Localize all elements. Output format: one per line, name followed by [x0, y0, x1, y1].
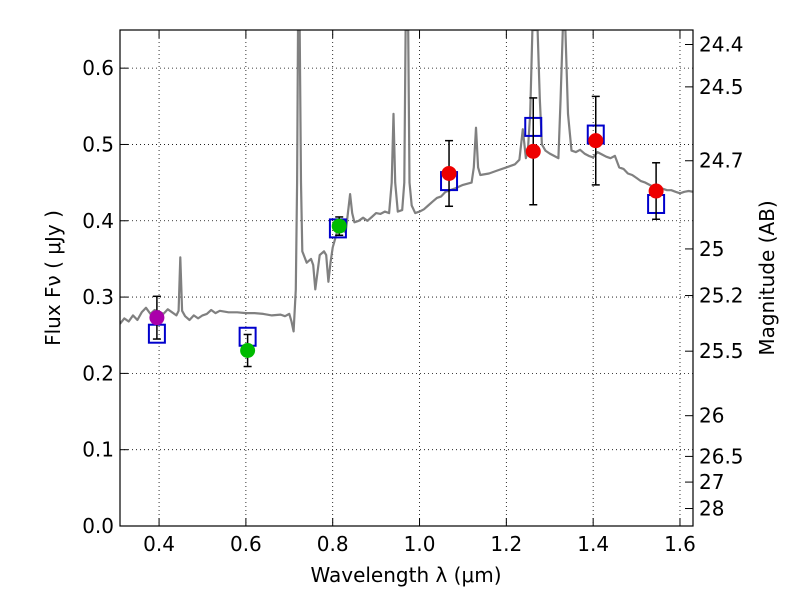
magnitude-tick-label: 27: [699, 470, 724, 494]
y-tick-labels: 0.0 0.1 0.2 0.3 0.4 0.5 0.6: [82, 56, 114, 538]
x-tick-label: 1.4: [577, 532, 609, 556]
x-tick-label: 0.8: [317, 532, 349, 556]
observed-photometry-point: [441, 165, 457, 181]
observed-photometry-point: [648, 183, 664, 199]
observed-photometry-point: [525, 143, 541, 159]
y-tick-label: 0.2: [82, 361, 114, 385]
y-tick-label: 0.6: [82, 56, 114, 80]
y-tick-label: 0.3: [82, 285, 114, 309]
magnitude-tick-labels: 24.4 24.5 24.7 25 25.2 25.5 26 26.527 28: [699, 33, 744, 521]
x-tick-label: 1.2: [490, 532, 522, 556]
y-tick-label: 0.0: [82, 514, 114, 538]
y-tick-label: 0.4: [82, 209, 114, 233]
plot-frame: [119, 29, 694, 527]
magnitude-tick-label: 24.7: [699, 149, 744, 173]
magnitude-tick-label: 24.4: [699, 33, 744, 57]
observed-photometry-point: [149, 310, 165, 326]
axis-ticks: [120, 30, 693, 527]
y2-axis-label: Magnitude (AB): [755, 200, 779, 355]
magnitude-tick-label: 25: [699, 237, 724, 261]
observed-photometry-point: [240, 342, 256, 358]
y-axis-label: Flux Fν ( μJy ): [41, 210, 65, 346]
observed-photometry-point: [331, 218, 347, 234]
magnitude-tick-label: 24.5: [699, 75, 744, 99]
x-tick-label: 0.4: [143, 532, 175, 556]
template-spectrum-layer: [120, 30, 693, 333]
observed-photometry-layer: [149, 95, 664, 368]
y-tick-label: 0.5: [82, 132, 114, 156]
x-axis-label: Wavelength λ (μm): [310, 563, 501, 587]
x-tick-label: 1.0: [404, 532, 436, 556]
x-tick-label: 0.6: [230, 532, 262, 556]
grid-lines: [120, 30, 693, 527]
y-tick-label: 0.1: [82, 438, 114, 462]
magnitude-tick-label: 26.5: [699, 444, 744, 468]
magnitude-tick-label: 25.5: [699, 339, 744, 363]
magnitude-tick-label: 25.2: [699, 284, 744, 308]
observed-photometry-point: [588, 133, 604, 149]
x-tick-label: 1.6: [664, 532, 696, 556]
magnitude-tick-label: 26: [699, 404, 724, 428]
magnitude-tick-label: 28: [699, 497, 724, 521]
template-spectrum-line: [120, 30, 693, 333]
x-tick-labels: 0.4 0.6 0.8 1.0 1.2 1.4 1.6: [143, 532, 696, 556]
